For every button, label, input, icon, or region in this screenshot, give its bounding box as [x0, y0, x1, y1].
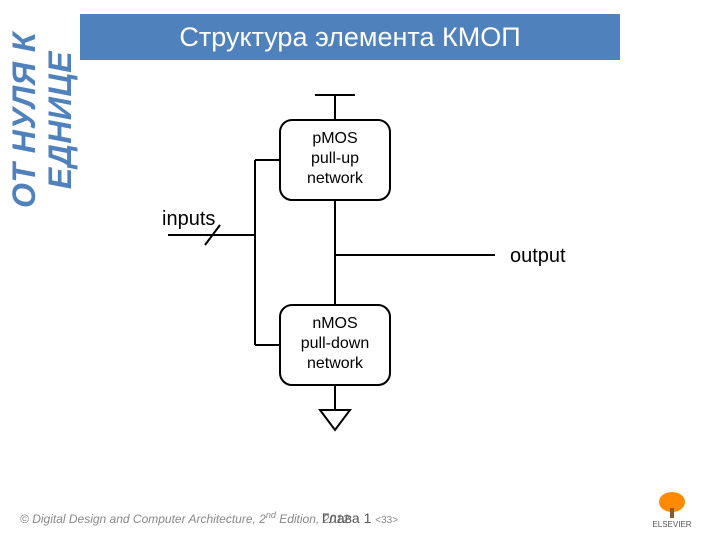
title-bar: Структура элемента КМОП [80, 14, 620, 60]
elsevier-logo: ELSEVIER [642, 490, 702, 530]
chapter-label: Глава 1 [322, 510, 372, 526]
nmos-label-2: pull-down [301, 335, 369, 352]
pmos-label-3: network [307, 170, 364, 187]
nmos-label-1: nMOS [312, 315, 357, 332]
pmos-label-2: pull-up [311, 150, 359, 167]
publisher-label: ELSEVIER [652, 520, 691, 529]
page-title: Структура элемента КМОП [179, 22, 520, 53]
page-number: <33> [375, 515, 398, 526]
sidebar-slogan-line2: ЕДНИЦЕ [42, 0, 79, 270]
footer-chapter: Глава 1 <33> [0, 510, 720, 526]
sidebar-slogan-line1: ОТ НУЛЯ К [6, 0, 43, 270]
inputs-label: inputs [162, 208, 215, 230]
pmos-label-1: pMOS [312, 130, 357, 147]
output-label: output [510, 245, 566, 267]
cmos-structure-diagram: pMOS pull-up network output nMOS pull-do… [150, 85, 590, 445]
tree-icon [659, 492, 685, 518]
nmos-label-3: network [307, 355, 364, 372]
